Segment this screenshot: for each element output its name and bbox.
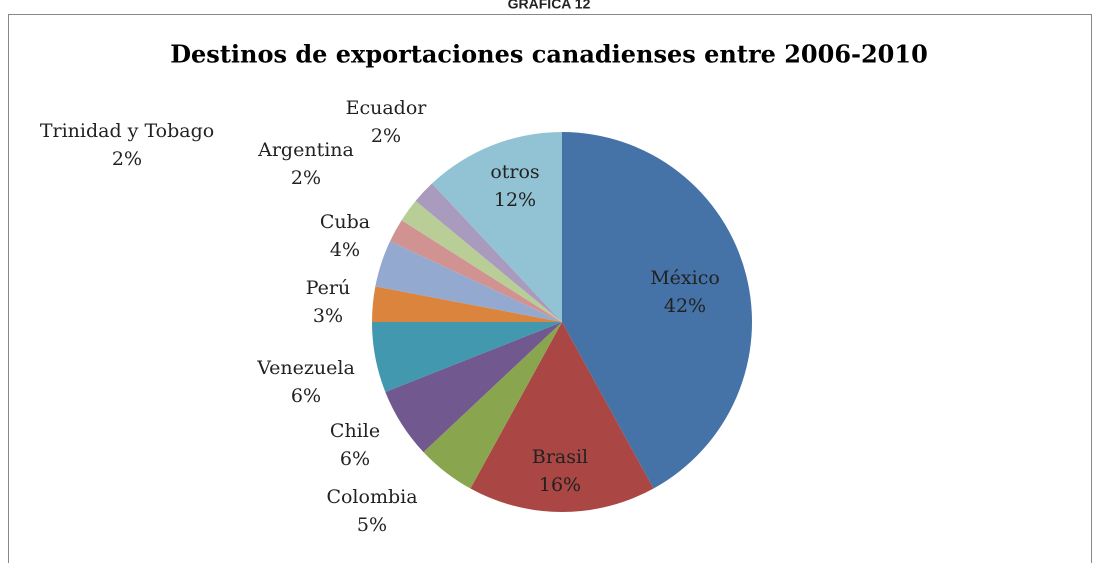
pie-slice: [375, 241, 562, 322]
slice-label: Venezuela: [256, 357, 355, 379]
chart-border: [8, 14, 1092, 563]
slice-label: Trinidad y Tobago: [40, 120, 214, 142]
slice-label: Chile: [330, 420, 380, 442]
slice-label: Perú: [306, 277, 351, 299]
pie-slice: [431, 132, 562, 322]
pie-slice: [372, 286, 562, 322]
slice-value-label: 4%: [330, 239, 360, 261]
pie-slice: [470, 322, 654, 512]
slice-label: otros: [490, 161, 539, 183]
slice-value-label: 2%: [371, 125, 401, 147]
pie-slice: [415, 183, 562, 322]
slice-value-label: 2%: [112, 148, 142, 170]
slice-value-label: 12%: [494, 189, 536, 211]
pie-slice: [390, 220, 562, 322]
slice-label: México: [650, 267, 720, 289]
pie-slice: [385, 322, 562, 453]
caption: GRÁFICA 12: [508, 0, 591, 12]
slice-label: Cuba: [320, 211, 370, 233]
slice-label: Argentina: [257, 139, 354, 161]
slice-value-label: 5%: [357, 514, 387, 536]
slice-value-label: 3%: [313, 305, 343, 327]
slice-value-label: 42%: [664, 295, 706, 317]
slice-value-label: 16%: [539, 474, 581, 496]
slice-value-label: 2%: [291, 167, 321, 189]
chart-title: Destinos de exportaciones canadienses en…: [170, 40, 928, 69]
slice-label: Ecuador: [346, 97, 428, 119]
slice-label: Colombia: [326, 486, 417, 508]
slice-value-label: 6%: [340, 448, 370, 470]
pie-slice: [401, 200, 562, 322]
slice-label: Brasil: [532, 446, 588, 468]
pie-slice: [423, 322, 562, 489]
pie-slice: [562, 132, 752, 489]
slice-value-label: 6%: [291, 385, 321, 407]
pie-slice: [372, 322, 562, 392]
